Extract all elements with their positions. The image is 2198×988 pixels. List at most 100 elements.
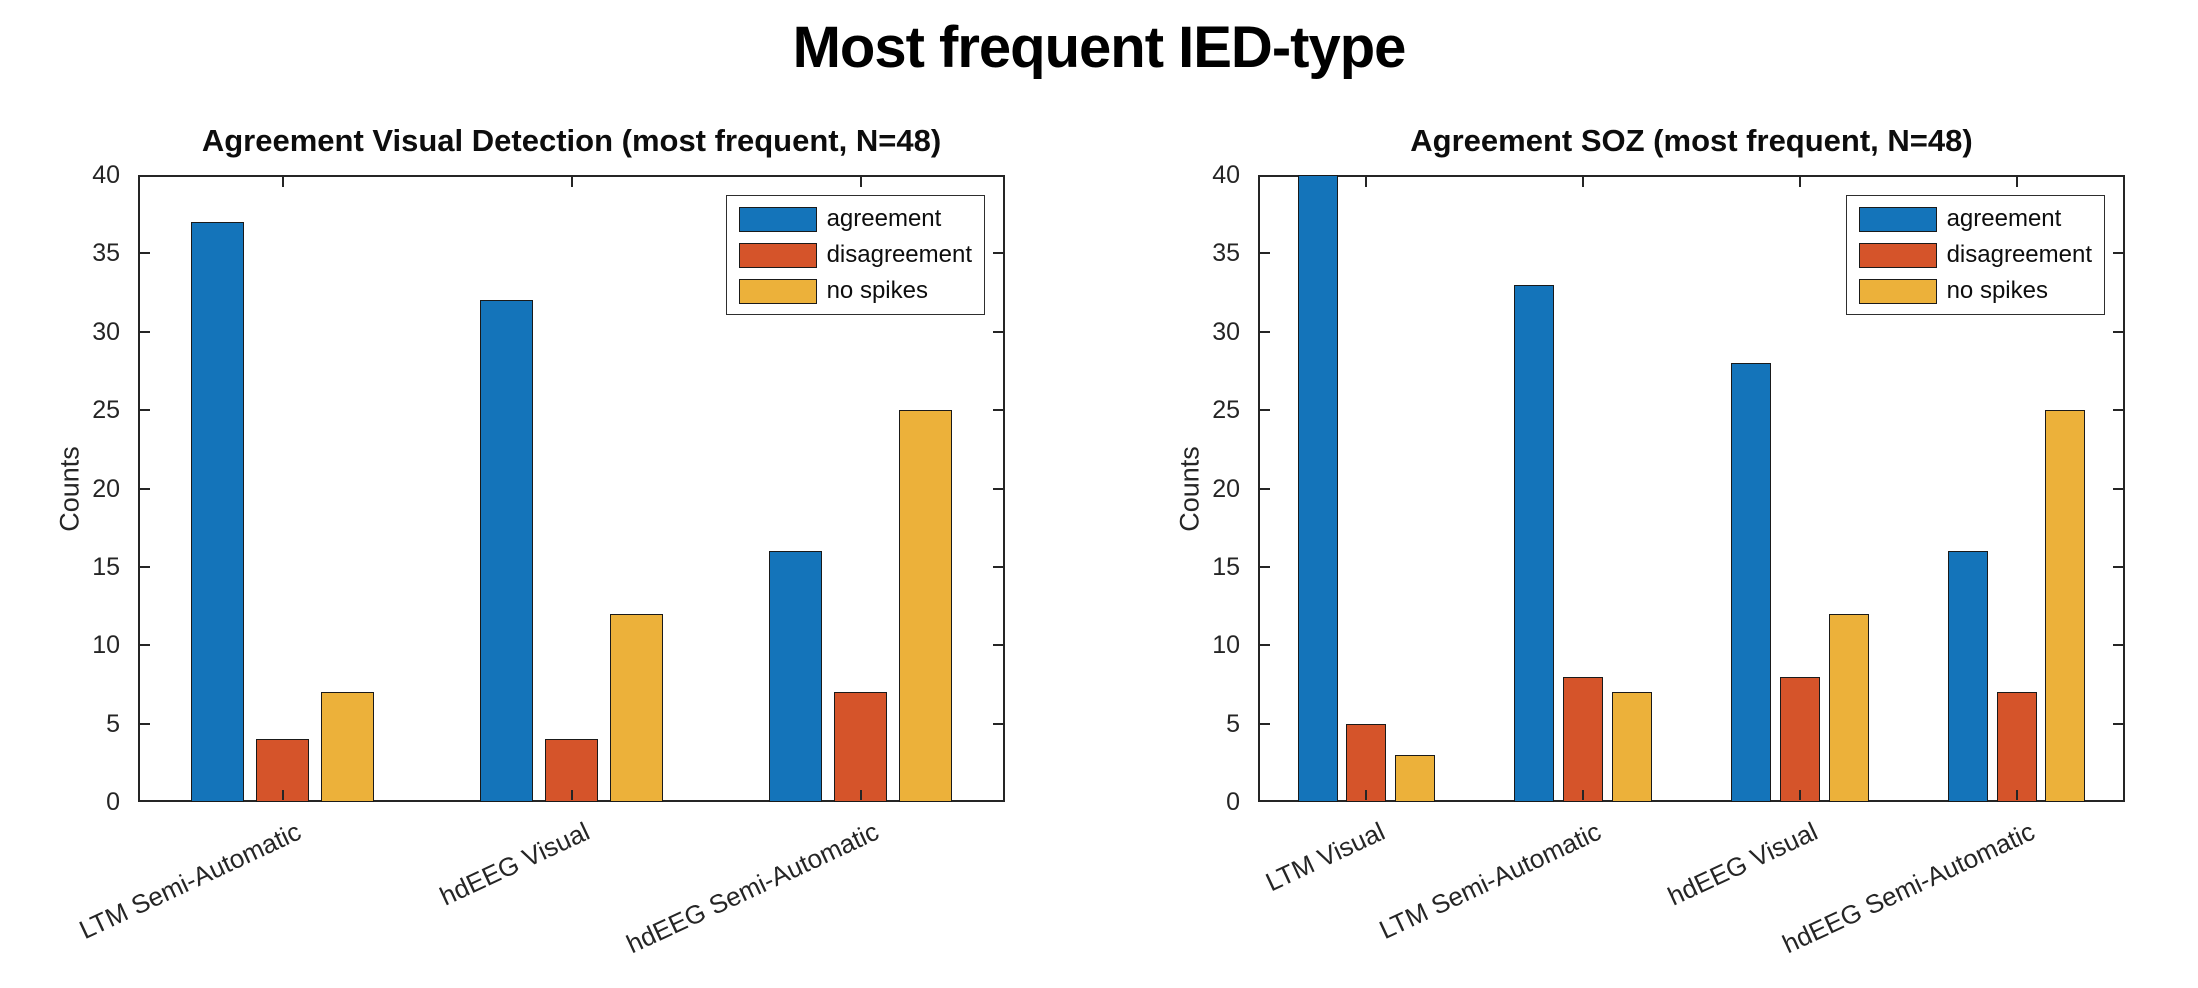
legend-item-no-spikes: no spikes: [1858, 277, 2092, 305]
y-tick-mark: [993, 330, 1003, 333]
y-tick-label: 0: [106, 788, 120, 816]
legend-item-no-spikes: no spikes: [738, 277, 972, 305]
legend-label: no spikes: [826, 277, 928, 304]
legend-swatch-agreement: [738, 206, 817, 232]
y-tick-label: 15: [92, 552, 120, 581]
legend-swatch-no-spikes: [1858, 278, 1937, 304]
y-tick-label: 5: [106, 709, 120, 738]
x-tick-mark: [2015, 177, 2018, 187]
y-tick-mark: [1260, 565, 1270, 568]
bar-agreement-hdeeg-visual: [479, 300, 534, 802]
bar-disagreement-hdeeg-semi-automatic: [1996, 692, 2037, 802]
y-tick-mark: [1260, 487, 1270, 490]
x-tick-mark: [281, 177, 284, 187]
y-tick-mark: [993, 722, 1003, 725]
chart-agreement-soz: Agreement SOZ (most frequent, N=48) Count…: [1175, 123, 2125, 959]
y-tick-mark: [1260, 252, 1270, 255]
bar-disagreement-hdeeg-semi-automatic: [833, 692, 888, 802]
y-tick-label: 40: [92, 161, 120, 189]
y-tick-mark: [140, 565, 150, 568]
x-tick-mark: [1798, 790, 1801, 800]
legend-label: disagreement: [1946, 241, 2092, 268]
x-tick-mark: [1582, 790, 1585, 800]
bar-no-spikes-hdeeg-semi-automatic: [898, 410, 953, 802]
y-tick-label: 20: [92, 474, 120, 503]
y-tick-label: 35: [1212, 239, 1240, 268]
chart-title: Agreement Visual Detection (most frequen…: [201, 123, 942, 158]
y-tick-label: 25: [92, 396, 120, 425]
page-title: Most frequent IED-type: [792, 15, 1407, 80]
y-tick-label: 0: [1226, 788, 1240, 816]
x-tick-mark: [859, 790, 862, 800]
bar-disagreement-hdeeg-visual: [1779, 676, 1820, 802]
chart-agreement-visual-detection: Agreement Visual Detection (most frequen…: [55, 123, 1005, 959]
bar-agreement-hdeeg-visual: [1731, 363, 1772, 802]
bar-no-spikes-ltm-visual: [1395, 754, 1436, 802]
y-tick-label: 25: [1212, 396, 1240, 425]
y-tick-mark: [1260, 722, 1270, 725]
y-tick-mark: [2113, 409, 2123, 412]
y-tick-mark: [2113, 565, 2123, 568]
legend-swatch-disagreement: [738, 242, 817, 268]
y-tick-mark: [140, 252, 150, 255]
y-tick-mark: [2113, 722, 2123, 725]
bar-no-spikes-hdeeg-semi-automatic: [2045, 410, 2086, 802]
legend-item-disagreement: disagreement: [1858, 241, 2092, 269]
y-tick-label: 35: [92, 239, 120, 268]
bar-agreement-ltm-visual: [1297, 175, 1338, 802]
y-tick-mark: [993, 644, 1003, 647]
y-tick-mark: [993, 565, 1003, 568]
bar-agreement-hdeeg-semi-automatic: [1947, 551, 1988, 802]
bar-agreement-hdeeg-semi-automatic: [768, 551, 823, 802]
y-tick-mark: [140, 330, 150, 333]
y-tick-label: 30: [1212, 317, 1240, 346]
y-tick-label: 5: [1226, 709, 1240, 738]
y-tick-label: 15: [1212, 552, 1240, 581]
y-tick-mark: [140, 487, 150, 490]
y-tick-mark: [1260, 330, 1270, 333]
x-tick-label-ltm-visual: LTM Visual: [1260, 816, 1390, 898]
x-tick-mark: [570, 177, 573, 187]
y-tick-mark: [993, 252, 1003, 255]
y-tick-mark: [993, 409, 1003, 412]
legend-swatch-no-spikes: [738, 278, 817, 304]
legend-swatch-disagreement: [1858, 242, 1937, 268]
y-tick-mark: [140, 409, 150, 412]
x-tick-mark: [281, 790, 284, 800]
bar-no-spikes-hdeeg-visual: [609, 613, 664, 802]
y-tick-mark: [2113, 252, 2123, 255]
y-tick-mark: [2113, 330, 2123, 333]
bar-disagreement-ltm-visual: [1346, 723, 1387, 802]
x-tick-label-hdeeg-visual: hdEEG Visual: [435, 816, 595, 912]
x-tick-mark: [570, 790, 573, 800]
x-tick-mark: [1365, 790, 1368, 800]
x-tick-label-ltm-semi-automatic: LTM Semi-Automatic: [1374, 816, 1606, 945]
x-tick-mark: [1798, 177, 1801, 187]
x-tick-label-hdeeg-semi-automatic: hdEEG Semi-Automatic: [621, 816, 884, 960]
legend-swatch-agreement: [1858, 206, 1937, 232]
bar-disagreement-ltm-semi-automatic: [1563, 676, 1604, 802]
chart-title: Agreement SOZ (most frequent, N=48): [1410, 123, 1973, 158]
legend-label: disagreement: [826, 241, 972, 268]
y-tick-label: 10: [1212, 631, 1240, 660]
y-tick-mark: [140, 644, 150, 647]
x-tick-label-hdeeg-visual: hdEEG Visual: [1663, 816, 1823, 912]
bar-no-spikes-hdeeg-visual: [1828, 613, 1869, 802]
x-tick-mark: [1365, 177, 1368, 187]
legend-label: agreement: [826, 205, 942, 232]
legend-label: agreement: [1946, 205, 2062, 232]
y-tick-mark: [993, 487, 1003, 490]
legend: agreement disagreement no spikes: [1845, 195, 2105, 315]
legend: agreement disagreement no spikes: [725, 195, 985, 315]
y-tick-label: 10: [92, 631, 120, 660]
y-tick-label: 40: [1212, 161, 1240, 189]
bar-agreement-ltm-semi-automatic: [1514, 284, 1555, 802]
y-tick-mark: [1260, 644, 1270, 647]
y-tick-mark: [2113, 487, 2123, 490]
y-tick-label: 30: [92, 317, 120, 346]
y-tick-mark: [140, 722, 150, 725]
legend-item-agreement: agreement: [1858, 205, 2092, 233]
bar-agreement-ltm-semi-automatic: [190, 222, 245, 802]
y-tick-mark: [2113, 644, 2123, 647]
x-tick-mark: [2015, 790, 2018, 800]
